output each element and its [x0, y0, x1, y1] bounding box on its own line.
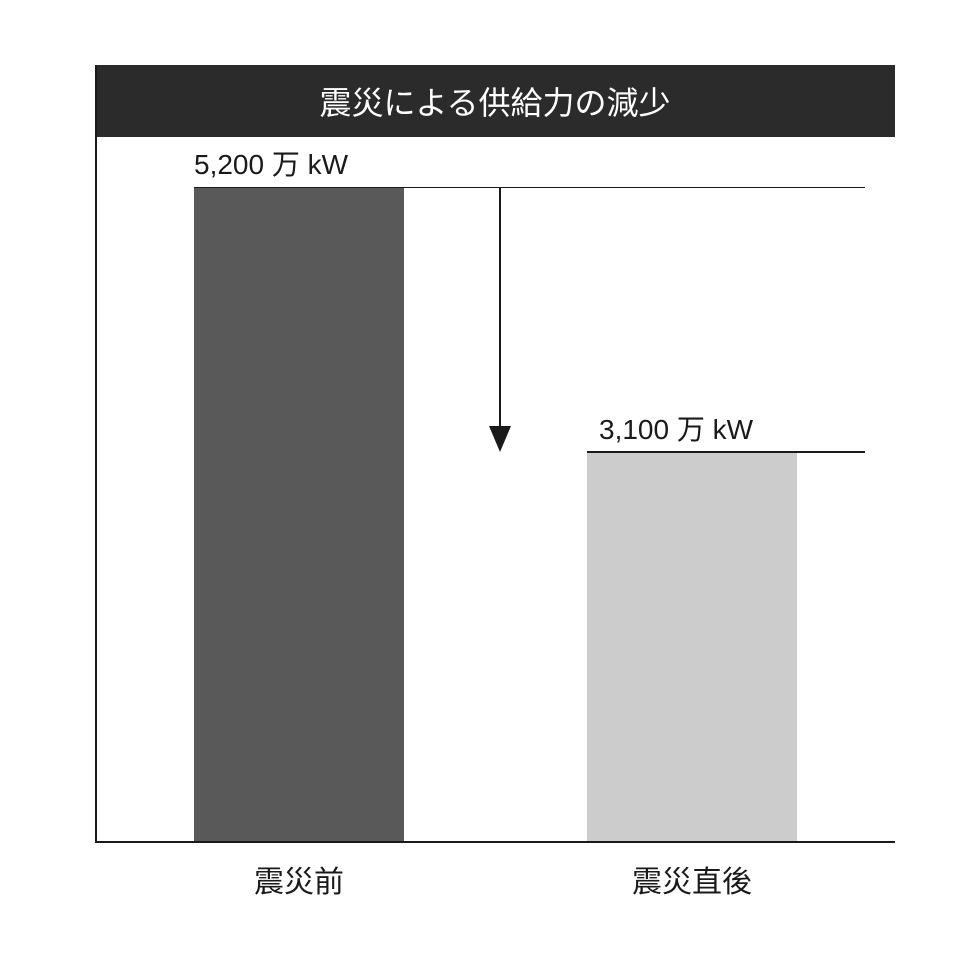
ref-line-1	[587, 451, 865, 453]
chart-title: 震災による供給力の減少	[95, 65, 895, 137]
bar-0	[194, 187, 404, 841]
category-label-1: 震災直後	[587, 857, 797, 901]
y-axis	[95, 65, 97, 843]
value-label-0: 5,200 万 kW	[194, 143, 348, 183]
ref-line-0	[194, 187, 865, 189]
value-label-1: 3,100 万 kW	[599, 408, 753, 448]
chart-title-text: 震災による供給力の減少	[319, 78, 670, 124]
chart-root: 震災による供給力の減少 5,200 万 kW 震災前 3,100 万 kW 震災直後	[0, 0, 980, 980]
drop-arrow-line	[499, 187, 501, 428]
drop-arrow-head-icon	[489, 426, 511, 452]
x-axis	[95, 841, 895, 843]
category-label-0: 震災前	[194, 857, 404, 901]
bar-1	[587, 452, 797, 841]
